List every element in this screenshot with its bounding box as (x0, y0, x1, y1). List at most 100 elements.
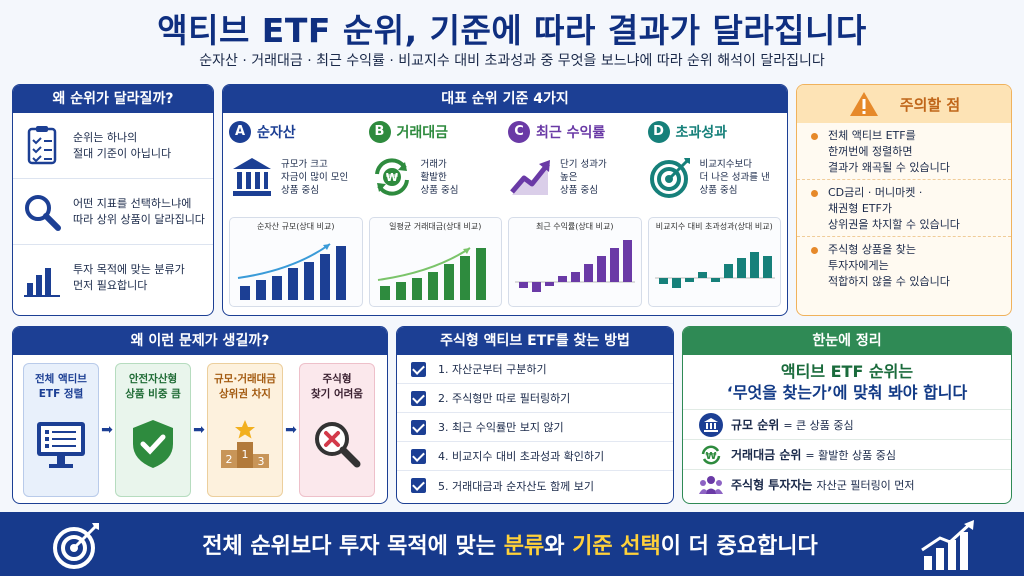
criterion-letter: C (508, 121, 530, 143)
mini-chart-graphic (515, 240, 635, 292)
banner-text-mid: 와 (544, 534, 573, 559)
caution-text: 주식형 상품을 찾는 투자자에게는 적합하지 않을 수 있습니다 (828, 243, 950, 288)
target-icon (53, 523, 99, 569)
why-item: 어떤 지표를 선택하느냐에 따라 상위 상품이 달라집니다 (13, 179, 213, 245)
criterion-letter: D (647, 121, 670, 143)
bullet-dot (811, 190, 818, 197)
cause-panel: 왜 이런 문제가 생길까? 전체 액티브 ETF 정렬 ➡ 안전자산형 상품 비… (12, 326, 388, 504)
criterion-letter: A (229, 121, 251, 143)
banner-text-post: 이 더 중요합니다 (660, 534, 818, 559)
cause-card: 전체 액티브 ETF 정렬 (23, 363, 99, 497)
criteria-panel-title: 대표 순위 기준 4가지 (223, 85, 787, 113)
trend-up-icon (510, 160, 550, 195)
summary-panel: 한눈에 정리 액티브 ETF 순위는 ‘무엇을 찾는가’에 맞춰 봐야 합니다 … (682, 326, 1012, 504)
why-panel: 왜 순위가 달라질까? 순위는 하나의 절대 기준이 아닙니다 어떤 지표를 선… (12, 84, 214, 316)
bullet-dot (811, 133, 818, 140)
podium-icon: 1 2 3 (221, 420, 269, 468)
cause-card: 안전자산형 상품 비중 큼 (115, 363, 191, 497)
banner-text-pre: 전체 순위보다 투자 목적에 맞는 (202, 534, 504, 559)
checkbox-checked-icon (411, 419, 426, 435)
mini-chart: 비교지수 대비 초과성과(상대 비교) (647, 217, 781, 307)
method-item: 3. 최근 수익률만 보지 않기 (397, 413, 673, 442)
shield-check-icon (133, 420, 173, 468)
checkbox-checked-icon (411, 478, 426, 493)
svg-text:2: 2 (226, 453, 233, 466)
method-panel: 주식형 액티브 ETF를 찾는 방법 1. 자산군부터 구분하기 2. 주식형만… (396, 326, 674, 504)
criterion-desc: 거래가 활발한 상품 중심 (420, 158, 459, 196)
summary-item: 주식형 투자자는 자산군 필터링이 먼저 (683, 469, 1011, 499)
banner-highlight-1: 분류 (503, 534, 545, 559)
mini-chart: 일평균 거래대금(상대 비교) (368, 217, 502, 307)
checkbox-checked-icon (411, 361, 426, 377)
why-panel-title: 왜 순위가 달라질까? (13, 85, 213, 113)
bar-chart-icon (24, 268, 60, 297)
caution-item: CD금리 · 머니마켓 · 채권형 ETF가 상위권을 차지할 수 있습니다 (797, 180, 1011, 237)
svg-text:₩: ₩ (385, 171, 397, 184)
why-item-text: 투자 목적에 맞는 분류가 먼저 필요합니다 (73, 263, 185, 292)
summary-line-1: 액티브 ETF 순위는 (780, 362, 914, 381)
criterion-name: 거래대금 (396, 125, 449, 141)
summary-value: = 활발한 상품 중심 (805, 448, 896, 462)
cause-panel-title: 왜 이런 문제가 생길까? (13, 327, 387, 355)
criterion-card: D 초과성과 비교지수보다 더 나은 성과를 낸 상품 중심 비교지수 대비 초… (647, 119, 781, 307)
target-icon (649, 158, 690, 198)
caution-text: 전체 액티브 ETF를 한꺼번에 정렬하면 결과가 왜곡될 수 있습니다 (828, 129, 950, 174)
page-subtitle: 순자산 · 거래대금 · 최근 수익률 · 비교지수 대비 초과성과 중 무엇을… (199, 53, 825, 69)
mini-chart-title: 비교지수 대비 초과성과(상대 비교) (655, 222, 773, 231)
criterion-card: C 최근 수익률 단기 성과가 높은 상품 중심 최근 수익률(상대 비교) (508, 119, 642, 307)
svg-text:1: 1 (242, 448, 249, 461)
summary-item: 규모 순위 = 큰 상품 중심 (683, 409, 1011, 439)
method-text: 2. 주식형만 따로 필터링하기 (438, 392, 571, 405)
criterion-name: 순자산 (257, 125, 296, 141)
won-cycle-icon: ₩ (701, 445, 721, 464)
criterion-name: 최근 수익률 (536, 125, 606, 141)
mini-chart-graphic (654, 252, 775, 288)
summary-value: 자산군 필터링이 먼저 (816, 478, 915, 492)
svg-text:₩: ₩ (705, 451, 716, 462)
summary-key: 거래대금 순위 (731, 448, 802, 462)
magnifier-icon (25, 194, 61, 231)
bottom-banner: 전체 순위보다 투자 목적에 맞는 분류와 기준 선택이 더 중요합니다 (0, 512, 1024, 576)
method-text: 4. 비교지수 대비 초과성과 확인하기 (438, 450, 605, 463)
cause-label: 주식형 찾기 어려움 (311, 373, 363, 400)
method-text: 3. 최근 수익률만 보지 않기 (438, 421, 564, 434)
why-item: 투자 목적에 맞는 분류가 먼저 필요합니다 (13, 245, 213, 311)
summary-key: 주식형 투자자는 (731, 478, 813, 492)
cause-label: 안전자산형 상품 비중 큼 (125, 373, 181, 400)
summary-panel-title: 한눈에 정리 (683, 327, 1011, 355)
warning-icon (849, 92, 878, 116)
summary-item: ₩ 거래대금 순위 = 활발한 상품 중심 (683, 439, 1011, 469)
cause-card: 주식형 찾기 어려움 (299, 363, 375, 497)
criterion-card: B 거래대금 ₩ 거래가 활발한 상품 중심 일평균 거래대금(상대 비교) (368, 119, 502, 307)
arrow-right-icon: ➡ (101, 422, 113, 438)
method-item: 2. 주식형만 따로 필터링하기 (397, 384, 673, 413)
won-cycle-icon: ₩ (374, 158, 409, 196)
caution-item: 전체 액티브 ETF를 한꺼번에 정렬하면 결과가 왜곡될 수 있습니다 (797, 123, 1011, 180)
method-item: 1. 자산군부터 구분하기 (397, 355, 673, 384)
summary-line-2: ‘무엇을 찾는가’에 맞춰 봐야 합니다 (726, 383, 968, 402)
checklist-icon (27, 125, 57, 164)
cause-label: 전체 액티브 ETF 정렬 (35, 373, 87, 400)
criteria-panel: 대표 순위 기준 4가지 A 순자산 규모가 크고 자금이 많이 모인 상품 중… (222, 84, 788, 316)
caution-panel: 주의할 점 전체 액티브 ETF를 한꺼번에 정렬하면 결과가 왜곡될 수 있습… (796, 84, 1012, 316)
why-item-text: 순위는 하나의 절대 기준이 아닙니다 (73, 130, 172, 160)
bullet-dot (811, 247, 818, 254)
growth-chart-icon (921, 520, 974, 570)
mini-chart-title: 최근 수익률(상대 비교) (535, 222, 614, 231)
criterion-desc: 규모가 크고 자금이 많이 모인 상품 중심 (281, 158, 349, 196)
method-text: 1. 자산군부터 구분하기 (438, 363, 547, 376)
bank-icon (233, 158, 271, 196)
criterion-desc: 비교지수보다 더 나은 성과를 낸 상품 중심 (699, 158, 770, 196)
why-item: 순위는 하나의 절대 기준이 아닙니다 (13, 113, 213, 179)
people-icon (699, 475, 723, 494)
mini-chart-graphic (237, 243, 346, 300)
criterion-letter: B (368, 121, 391, 143)
bank-icon (699, 412, 723, 437)
cause-label: 규모·거래대금 상위권 차지 (214, 373, 276, 400)
mini-chart: 최근 수익률(상대 비교) (508, 217, 642, 307)
method-panel-title: 주식형 액티브 ETF를 찾는 방법 (397, 327, 673, 355)
summary-value: = 큰 상품 중심 (783, 418, 854, 432)
mini-chart-graphic (377, 247, 486, 300)
arrow-right-icon: ➡ (193, 422, 205, 438)
method-item: 4. 비교지수 대비 초과성과 확인하기 (397, 442, 673, 471)
